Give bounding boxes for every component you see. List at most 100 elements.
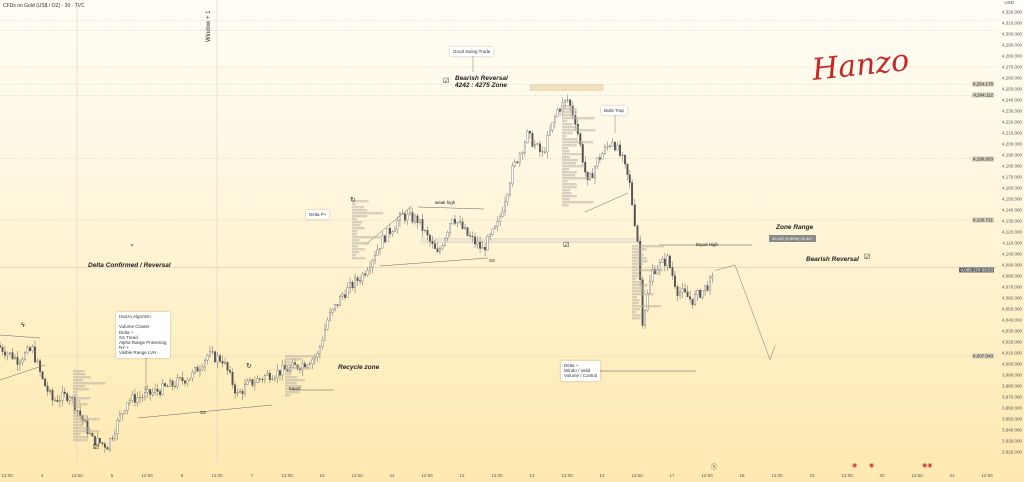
candle: [303, 363, 306, 368]
flag-event-icon[interactable]: ◉◉: [922, 463, 933, 469]
candle: [191, 372, 194, 379]
candle: [474, 236, 477, 245]
price-marker: 4,244.112: [972, 92, 994, 98]
candle: [276, 370, 279, 378]
candle: [346, 287, 349, 298]
volume-profile-bar: [632, 284, 648, 287]
volume-profile-bar: [285, 391, 300, 394]
volume-profile-bar: [73, 403, 88, 406]
candle: [466, 227, 469, 236]
price-tick: 4,120.000: [1001, 229, 1022, 235]
volume-profile-bar: [73, 391, 78, 394]
volume-profile-bar: [562, 201, 594, 204]
delta-window-box[interactable]: Delta + Windo / Valid Volume / Control: [561, 361, 601, 381]
candle: [454, 218, 456, 224]
candle: [199, 369, 201, 372]
time-tick: 17: [669, 473, 675, 478]
candle: [361, 273, 364, 282]
volume-profile-bar: [352, 224, 361, 227]
candle: [159, 391, 162, 395]
candle: [456, 221, 459, 224]
candle: [694, 294, 697, 306]
price-tick: 4,020.000: [1001, 339, 1022, 345]
candle: [689, 296, 692, 300]
candle: [351, 281, 354, 288]
candle: [681, 288, 684, 293]
candle: [279, 370, 281, 376]
price-tick: 4,180.000: [1001, 163, 1022, 169]
volume-profile-bar: [73, 418, 100, 421]
volume-profile-bar: [562, 174, 576, 177]
candle: [396, 220, 399, 230]
candle: [0, 345, 1, 348]
candle: [154, 388, 157, 393]
price-tick: 4,130.000: [1001, 218, 1022, 224]
candle: [326, 319, 329, 330]
candle: [349, 281, 352, 288]
refresh-icon: ↻: [246, 363, 252, 370]
volume-profile-bar: [73, 373, 86, 376]
volume-profile-bar: [352, 236, 381, 239]
volume-profile-bar: [73, 379, 83, 382]
candle: [646, 293, 649, 311]
volume-profile-bar: [285, 373, 292, 376]
candle: [186, 380, 189, 384]
price-tick: 4,100.000: [1001, 251, 1022, 257]
hanzo-algorithm-box[interactable]: Hanzo Algortsm Volume Cluster Delta + SS…: [116, 312, 170, 358]
delta-p-label[interactable]: Delta P+: [306, 210, 330, 220]
candle: [441, 245, 444, 249]
volume-profile-bar: [562, 111, 578, 114]
candle: [101, 442, 104, 444]
trend-line: [417, 206, 485, 210]
candle: [214, 351, 216, 363]
candle: [344, 294, 347, 298]
candle: [118, 414, 121, 421]
time-tick: 12:00: [911, 473, 923, 478]
volume-profile-bar: [562, 126, 579, 129]
good-swing-label[interactable]: Good Swing Trade: [450, 47, 494, 57]
volume-profile-bar: [632, 266, 638, 269]
price-tick: 3,950.000: [1001, 416, 1022, 422]
volume-profile-bar: [632, 314, 641, 317]
flag-event-icon[interactable]: ◉: [852, 463, 858, 469]
bulls-trap-label[interactable]: Bulls Trap: [601, 106, 628, 116]
candle: [479, 241, 482, 249]
candle: [636, 225, 639, 242]
flag-event-icon[interactable]: ◉: [869, 463, 875, 469]
candle: [193, 367, 196, 373]
candle: [531, 133, 534, 147]
candle: [533, 144, 536, 147]
candle: [444, 237, 446, 246]
candle: [406, 213, 409, 221]
candle: [111, 438, 114, 440]
checkbox-icon: ☑: [563, 242, 570, 249]
time-tick: 11: [389, 473, 395, 478]
price-plot[interactable]: [0, 0, 998, 462]
volume-profile-bar: [352, 230, 358, 233]
candle: [434, 243, 436, 249]
volume-profile-bar: [352, 251, 359, 254]
candle: [546, 135, 549, 153]
candle: [301, 363, 304, 370]
volume-profile-bar: [352, 233, 357, 236]
candle: [56, 399, 59, 402]
checkbox-icon: ☑: [443, 78, 450, 85]
event-icon[interactable]: ⓢ: [711, 465, 718, 471]
candle: [58, 400, 61, 402]
volume-profile-bar: [285, 394, 291, 397]
volume-profile-bar: [285, 361, 291, 364]
currency-label: USD: [1004, 0, 1014, 5]
candle: [6, 353, 9, 356]
volume-profile-bar: [632, 254, 644, 257]
time-tick: 12:00: [841, 473, 853, 478]
volume-profile-bar: [562, 168, 570, 171]
volume-profile-bar: [562, 117, 595, 120]
candle: [384, 235, 386, 243]
volume-profile-bar: [562, 177, 588, 180]
volume-profile-bar: [285, 367, 312, 370]
checkbox-icon: ☑: [93, 444, 100, 451]
volume-profile-bar: [352, 218, 357, 221]
volume-profile-bar: [562, 141, 594, 144]
zone-range-box: [420, 238, 642, 243]
